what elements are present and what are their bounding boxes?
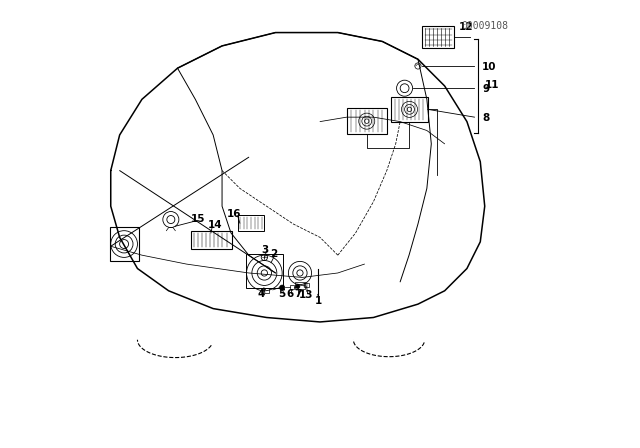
Bar bbox=[294, 282, 305, 289]
Text: 7: 7 bbox=[294, 289, 301, 299]
Bar bbox=[391, 97, 428, 121]
Bar bbox=[290, 285, 294, 289]
Bar bbox=[303, 283, 309, 287]
Text: 12: 12 bbox=[459, 22, 474, 32]
Bar bbox=[261, 288, 269, 293]
Text: 3: 3 bbox=[262, 245, 269, 255]
Text: 15: 15 bbox=[190, 214, 205, 224]
Bar bbox=[246, 254, 283, 288]
Text: 2: 2 bbox=[270, 249, 277, 259]
Text: 8: 8 bbox=[482, 113, 490, 123]
Circle shape bbox=[296, 284, 300, 289]
Text: 1: 1 bbox=[315, 296, 323, 306]
Text: 10: 10 bbox=[482, 62, 497, 72]
Bar bbox=[191, 231, 232, 250]
Bar bbox=[109, 227, 139, 261]
Text: 4: 4 bbox=[257, 289, 265, 299]
Text: 6: 6 bbox=[286, 289, 293, 299]
Bar bbox=[238, 215, 264, 231]
Text: 11: 11 bbox=[484, 80, 499, 90]
Bar bbox=[422, 26, 454, 48]
Text: 5: 5 bbox=[278, 289, 285, 299]
Bar bbox=[347, 108, 387, 134]
Circle shape bbox=[280, 285, 285, 290]
Text: 00009108: 00009108 bbox=[461, 21, 508, 31]
Text: 16: 16 bbox=[227, 209, 242, 219]
Text: 9: 9 bbox=[482, 84, 489, 94]
Text: 13: 13 bbox=[298, 290, 313, 300]
Text: 14: 14 bbox=[208, 220, 223, 230]
